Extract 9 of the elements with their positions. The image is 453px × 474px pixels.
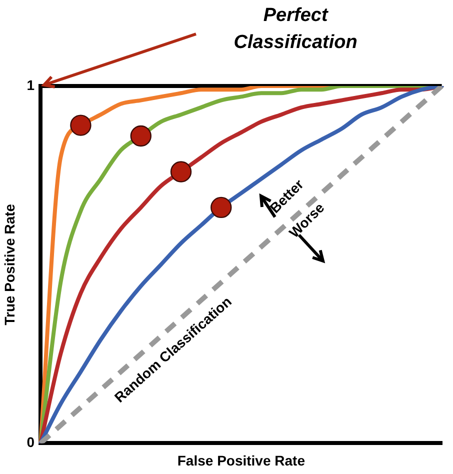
point — [70, 114, 92, 136]
y-tick-label: 1 — [26, 76, 35, 93]
text: Perfect Classification — [232, 4, 358, 55]
y-tick-label: 0 — [26, 434, 35, 450]
x-axis-title: False Positive Rate — [177, 452, 306, 468]
point — [130, 125, 152, 147]
point — [170, 161, 192, 182]
y-axis-title: True Positive Rate — [1, 204, 18, 326]
point — [210, 196, 232, 218]
